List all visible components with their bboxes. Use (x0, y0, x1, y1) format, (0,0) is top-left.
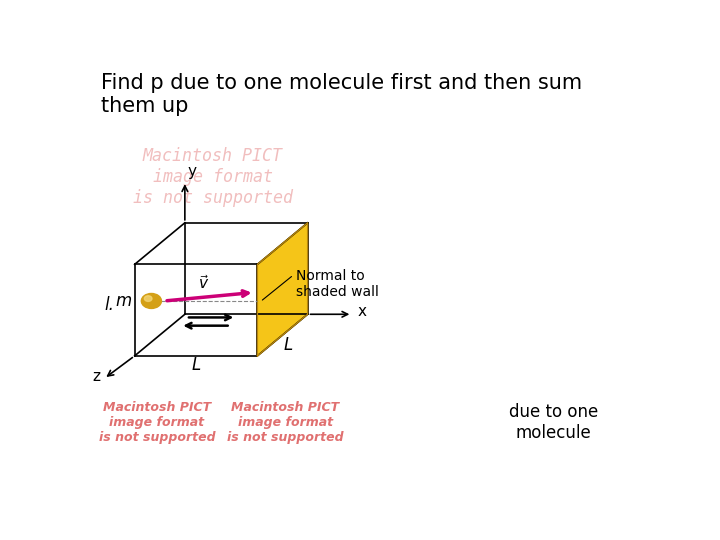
Text: Macintosh PICT
image format
is not supported: Macintosh PICT image format is not suppo… (99, 401, 215, 444)
Text: Normal to
shaded wall: Normal to shaded wall (297, 268, 379, 299)
Text: L: L (192, 356, 201, 374)
Text: $\vec{v}$: $\vec{v}$ (198, 274, 210, 292)
Text: due to one
molecule: due to one molecule (508, 403, 598, 442)
Text: m: m (116, 292, 132, 309)
Text: Macintosh PICT
image format
is not supported: Macintosh PICT image format is not suppo… (132, 147, 293, 207)
Circle shape (144, 296, 152, 301)
Text: Macintosh PICT
image format
is not supported: Macintosh PICT image format is not suppo… (227, 401, 343, 444)
Text: l.: l. (104, 296, 114, 314)
Text: Find p due to one molecule first and then sum
them up: Find p due to one molecule first and the… (101, 73, 582, 116)
Text: y: y (188, 164, 197, 179)
Polygon shape (258, 223, 307, 356)
Text: z: z (93, 369, 101, 384)
Circle shape (141, 294, 161, 308)
Text: L: L (284, 336, 293, 354)
Text: x: x (358, 305, 367, 319)
